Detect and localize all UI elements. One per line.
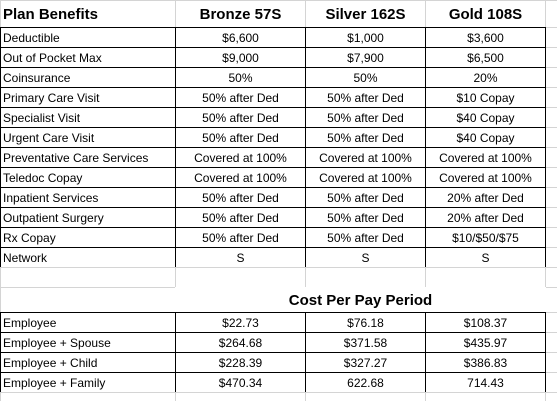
row-label: Network	[0, 247, 176, 268]
empty-cell	[545, 227, 557, 248]
cost-value: $386.83	[425, 352, 546, 373]
plan-value: $3,600	[425, 27, 546, 48]
row-label: Out of Pocket Max	[0, 47, 176, 68]
empty-cell	[175, 392, 306, 401]
plan-value: $10 Copay	[425, 87, 546, 108]
plan-value: 50% after Ded	[175, 87, 306, 108]
plan-value: 50% after Ded	[175, 207, 306, 228]
cost-value: $108.37	[425, 312, 546, 333]
plan-value: 50% after Ded	[305, 207, 426, 228]
plan-value: S	[175, 247, 306, 268]
empty-cell	[545, 167, 557, 188]
cost-value: $264.68	[175, 332, 306, 353]
row-label: Urgent Care Visit	[0, 127, 176, 148]
empty-cell	[305, 267, 426, 288]
plan-value: Covered at 100%	[305, 167, 426, 188]
empty-cell	[175, 267, 306, 288]
cost-value: $228.39	[175, 352, 306, 373]
row-label: Rx Copay	[0, 227, 176, 248]
plan-value: Covered at 100%	[425, 167, 546, 188]
empty-cell	[545, 187, 557, 208]
empty-cell	[545, 207, 557, 228]
plan-value: 50% after Ded	[175, 107, 306, 128]
empty-cell	[545, 287, 557, 313]
plan-value: Covered at 100%	[425, 147, 546, 168]
plan-value: 20%	[425, 67, 546, 88]
plan-value: 50%	[305, 67, 426, 88]
cost-value: $327.27	[305, 352, 426, 373]
row-label: Employee + Family	[0, 372, 176, 393]
cost-value: $76.18	[305, 312, 426, 333]
plan-value: 50% after Ded	[175, 187, 306, 208]
plan-value: 50% after Ded	[305, 127, 426, 148]
cost-value: $435.97	[425, 332, 546, 353]
plan-value: Covered at 100%	[175, 167, 306, 188]
row-label: Employee + Child	[0, 352, 176, 373]
column-header: Gold 108S	[425, 0, 546, 28]
column-header: Silver 162S	[305, 0, 426, 28]
empty-cell	[545, 27, 557, 48]
row-label: Primary Care Visit	[0, 87, 176, 108]
row-label: Employee + Spouse	[0, 332, 176, 353]
plan-value: 50% after Ded	[305, 187, 426, 208]
empty-cell	[545, 267, 557, 288]
empty-cell	[0, 287, 176, 313]
empty-cell	[545, 127, 557, 148]
empty-cell	[545, 247, 557, 268]
empty-cell	[545, 372, 557, 393]
row-label: Employee	[0, 312, 176, 333]
empty-cell	[0, 392, 176, 401]
cost-value: $22.73	[175, 312, 306, 333]
empty-cell	[545, 47, 557, 68]
plan-value: 20% after Ded	[425, 187, 546, 208]
row-label: Coinsurance	[0, 67, 176, 88]
empty-cell	[545, 67, 557, 88]
column-header: Plan Benefits	[0, 0, 176, 28]
row-label: Outpatient Surgery	[0, 207, 176, 228]
plan-value: $7,900	[305, 47, 426, 68]
empty-cell	[545, 332, 557, 353]
plan-value: $1,000	[305, 27, 426, 48]
empty-cell	[545, 352, 557, 373]
plan-value: 50% after Ded	[305, 227, 426, 248]
section-title: Cost Per Pay Period	[175, 287, 546, 313]
row-label: Teledoc Copay	[0, 167, 176, 188]
row-label: Inpatient Services	[0, 187, 176, 208]
plan-value: $6,500	[425, 47, 546, 68]
plan-value: 50% after Ded	[175, 127, 306, 148]
cost-value: $371.58	[305, 332, 426, 353]
empty-cell	[545, 0, 557, 28]
empty-cell	[305, 392, 426, 401]
plan-value: S	[305, 247, 426, 268]
plan-value: 50% after Ded	[305, 87, 426, 108]
row-label: Preventative Care Services	[0, 147, 176, 168]
plan-value: 50%	[175, 67, 306, 88]
plan-value: $9,000	[175, 47, 306, 68]
plan-value: Covered at 100%	[175, 147, 306, 168]
empty-cell	[0, 267, 176, 288]
empty-cell	[545, 312, 557, 333]
row-label: Deductible	[0, 27, 176, 48]
row-label: Specialist Visit	[0, 107, 176, 128]
cost-value: 622.68	[305, 372, 426, 393]
plan-value: S	[425, 247, 546, 268]
plan-value: $40 Copay	[425, 127, 546, 148]
empty-cell	[545, 392, 557, 401]
plan-value: Covered at 100%	[305, 147, 426, 168]
plan-value: 50% after Ded	[305, 107, 426, 128]
plan-value: 20% after Ded	[425, 207, 546, 228]
plan-value: $40 Copay	[425, 107, 546, 128]
cost-value: 714.43	[425, 372, 546, 393]
column-header: Bronze 57S	[175, 0, 306, 28]
plan-value: $6,600	[175, 27, 306, 48]
plan-value: 50% after Ded	[175, 227, 306, 248]
empty-cell	[545, 87, 557, 108]
empty-cell	[545, 107, 557, 128]
empty-cell	[425, 392, 546, 401]
empty-cell	[425, 267, 546, 288]
cost-value: $470.34	[175, 372, 306, 393]
plan-value: $10/$50/$75	[425, 227, 546, 248]
empty-cell	[545, 147, 557, 168]
